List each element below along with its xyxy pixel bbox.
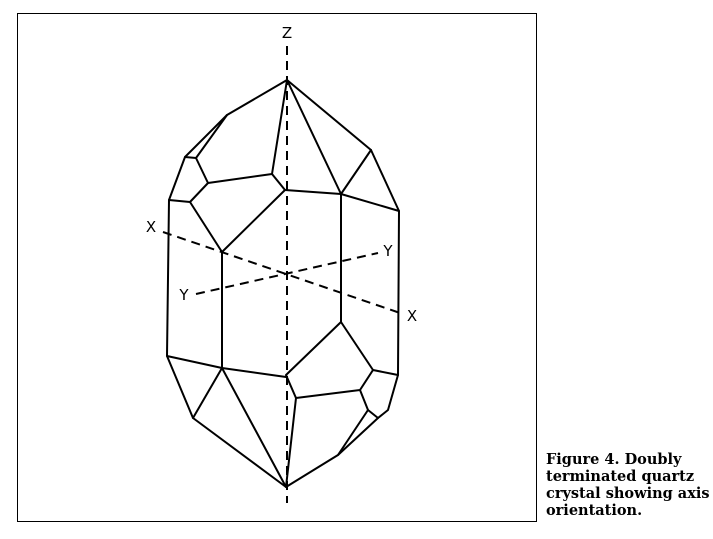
figure-caption: Figure 4. Doubly terminated quartz cryst… <box>546 451 710 519</box>
lower-facet-edges <box>166 355 287 378</box>
upper-facet-edges <box>286 79 342 195</box>
z-axis-label: Z <box>282 24 292 42</box>
lower-facet-edges <box>192 367 223 419</box>
crystal-outline <box>166 79 400 488</box>
lower-facet-edges <box>359 389 379 419</box>
upper-facet-edges <box>207 149 372 195</box>
lower-facet-edges <box>285 321 399 399</box>
x-axis <box>162 231 404 315</box>
upper-facet-edges <box>340 193 400 212</box>
y-axis-label-right: Y <box>382 242 393 260</box>
x-axis-label-left: X <box>146 218 156 236</box>
axes <box>162 46 404 503</box>
y-axis <box>195 252 379 295</box>
crystal-silhouette <box>166 79 400 488</box>
upper-facet-edges <box>184 156 197 159</box>
y-axis-label-left: Y <box>178 286 189 304</box>
figure-frame <box>17 13 537 522</box>
upper-facet-edges <box>168 199 191 203</box>
lower-facet-edges <box>221 367 287 488</box>
lower-facet-edges <box>285 397 297 488</box>
lower-facet-edges <box>337 409 369 456</box>
x-axis-label-right: X <box>407 307 417 325</box>
upper-facet-edges <box>221 189 286 253</box>
upper-facet-edges <box>271 79 288 175</box>
lower-facet-edges <box>340 321 374 371</box>
